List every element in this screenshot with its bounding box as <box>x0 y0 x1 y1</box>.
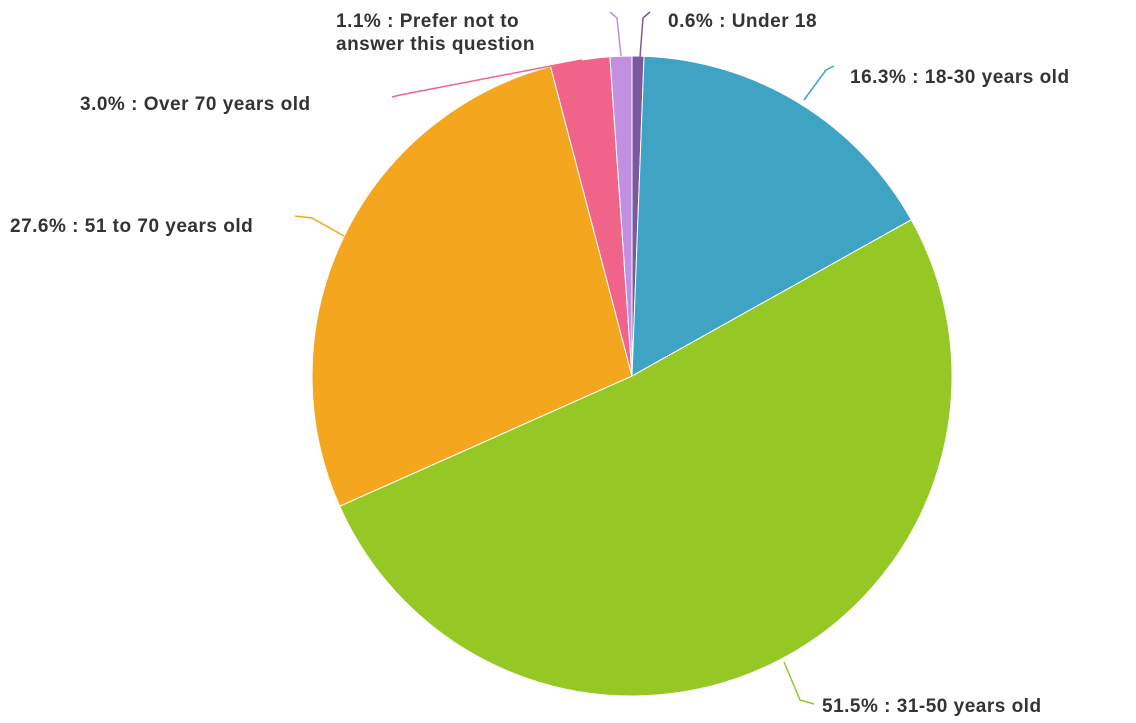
data-label: 16.3% : 18-30 years old <box>850 67 1070 88</box>
label-part: : <box>66 216 84 237</box>
label-part: 51.5% <box>822 696 878 717</box>
leader-line <box>609 11 622 57</box>
label-part: Prefer not to <box>400 11 519 32</box>
leader-line <box>294 215 345 237</box>
data-label: 27.6% : 51 to 70 years old <box>10 216 253 237</box>
data-label: 3.0% : Over 70 years old <box>80 94 311 115</box>
label-part: 0.6% <box>668 11 713 32</box>
label-part: : <box>713 11 731 32</box>
label-part: : <box>878 696 896 717</box>
label-part: 31-50 years old <box>897 696 1042 717</box>
data-label: 0.6% : Under 18 <box>668 11 817 32</box>
label-part: Under 18 <box>732 11 817 32</box>
data-label: 51.5% : 31-50 years old <box>822 696 1042 717</box>
label-part: 16.3% <box>850 67 906 88</box>
label-part: : <box>125 94 143 115</box>
label-part: 18-30 years old <box>925 67 1070 88</box>
leader-line <box>803 65 835 101</box>
label-part: 3.0% <box>80 94 125 115</box>
data-label: 1.1% : Prefer not to answer this question <box>336 11 535 55</box>
pie-slice <box>609 55 633 377</box>
leader-line <box>391 59 583 98</box>
label-part: answer this question <box>336 34 535 55</box>
label-part: 1.1% <box>336 11 381 32</box>
label-part: 27.6% <box>10 216 66 237</box>
leader-line <box>639 11 651 58</box>
pie-slice <box>631 55 912 377</box>
label-part: : <box>381 11 399 32</box>
label-part: : <box>906 67 924 88</box>
leader-line <box>783 661 815 705</box>
pie-slice <box>311 65 633 507</box>
label-part: Over 70 years old <box>144 94 311 115</box>
pie-slice <box>339 219 953 697</box>
label-part: 51 to 70 years old <box>85 216 253 237</box>
